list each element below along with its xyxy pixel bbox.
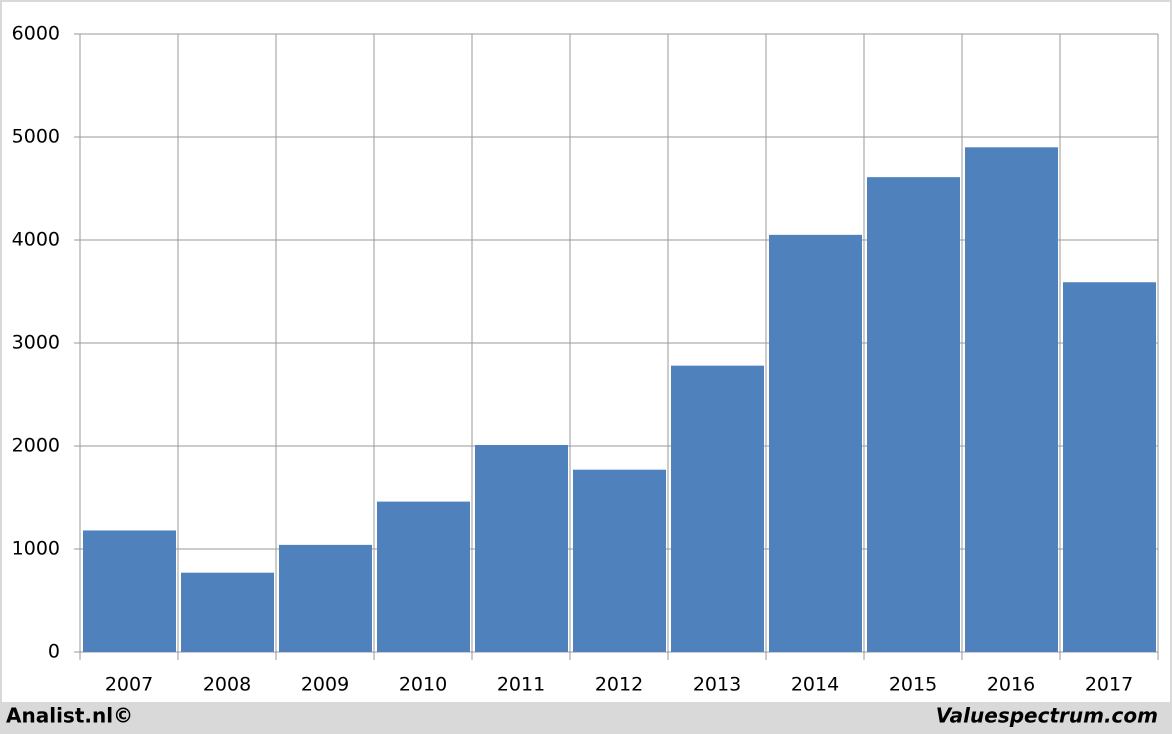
x-tick-label: 2014: [791, 674, 839, 696]
x-tick-label: 2007: [105, 674, 153, 696]
x-tick-label: 2015: [889, 674, 937, 696]
x-tick-label: 2011: [497, 674, 545, 696]
y-tick-label: 4000: [12, 229, 60, 251]
x-tick-label: 2008: [203, 674, 251, 696]
x-tick-label: 2013: [693, 674, 741, 696]
x-tick-label: 2012: [595, 674, 643, 696]
x-tick-label: 2016: [987, 674, 1035, 696]
bar: [181, 572, 274, 652]
y-tick-label: 1000: [12, 538, 60, 560]
y-tick-label: 2000: [12, 435, 60, 457]
bar: [475, 444, 568, 652]
footer-right: Valuespectrum.com: [936, 704, 1158, 728]
x-tick-label: 2009: [301, 674, 349, 696]
bar: [1063, 282, 1156, 652]
bar: [83, 530, 176, 652]
y-tick-label: 5000: [12, 126, 60, 148]
x-tick-label: 2017: [1085, 674, 1133, 696]
y-tick-label: 3000: [12, 332, 60, 354]
footer-left: Analist.nl©: [6, 704, 133, 728]
bar: [671, 365, 764, 652]
y-tick-label: 6000: [12, 23, 60, 45]
x-tick-label: 2010: [399, 674, 447, 696]
y-tick-label: 0: [48, 641, 60, 663]
bar: [769, 234, 862, 652]
bar: [279, 544, 372, 652]
bar: [573, 469, 666, 652]
bar: [377, 501, 470, 652]
bar: [965, 147, 1058, 653]
bar: [867, 177, 960, 653]
